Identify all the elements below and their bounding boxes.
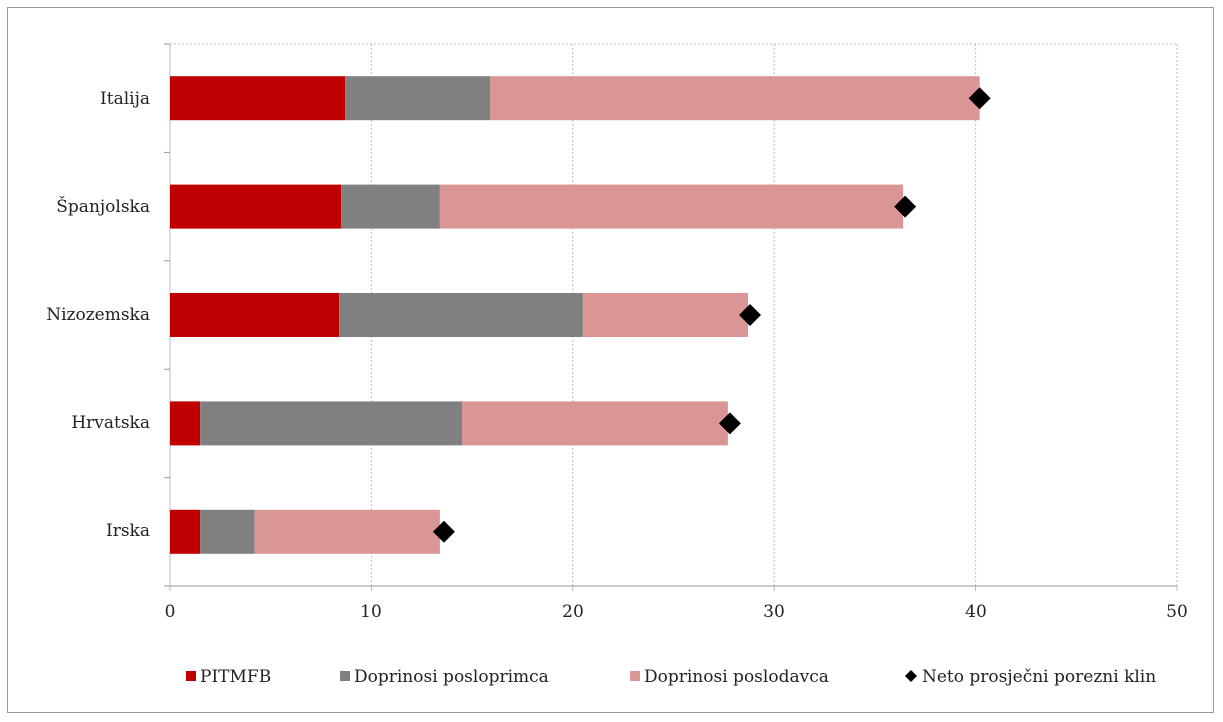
markers (432, 87, 991, 543)
diamond-marker (968, 87, 991, 110)
y-axis: Italija Španjolska Nizozemska Hrvatska I… (46, 89, 150, 541)
diamond-marker (718, 412, 741, 435)
legend-swatch-doprinosi-posloprimca (340, 671, 350, 681)
bar-segment (200, 401, 463, 446)
x-tick-label: 40 (965, 602, 987, 622)
x-tick-label: 30 (763, 602, 785, 622)
bar-segment (582, 293, 749, 337)
bar-segment (439, 184, 904, 229)
bars (170, 76, 980, 554)
bar-segment (170, 184, 342, 229)
bar-segment (462, 401, 728, 446)
x-tick-label: 50 (1166, 602, 1188, 622)
legend-label: Doprinosi poslodavca (644, 667, 829, 687)
legend-label: Doprinosi posloprimca (354, 667, 549, 687)
bar-segment (200, 509, 255, 554)
category-label: Španjolska (56, 196, 150, 217)
category-label: Nizozemska (46, 305, 150, 325)
legend-label: PITMFB (200, 667, 271, 687)
bar-segment (170, 293, 340, 337)
legend: PITMFB Doprinosi posloprimca Doprinosi p… (186, 667, 1156, 687)
category-label: Italija (100, 89, 150, 109)
bar-segment (170, 509, 201, 554)
x-tick-label: 0 (165, 602, 176, 622)
bar-segment (170, 76, 346, 121)
x-tick-label: 10 (360, 602, 382, 622)
bar-segment (339, 293, 583, 337)
legend-diamond-icon (905, 670, 917, 682)
diamond-marker (432, 520, 455, 543)
chart-frame (7, 7, 1214, 713)
bar-segment (170, 401, 201, 446)
legend-swatch-doprinosi-poslodavca (630, 671, 640, 681)
diamond-marker (739, 304, 762, 326)
bar-segment (345, 76, 491, 121)
bar-segment (254, 509, 440, 554)
legend-swatch-pitmfb (186, 671, 196, 681)
category-label: Hrvatska (71, 413, 150, 433)
x-tick-label: 20 (562, 602, 584, 622)
legend-label: Neto prosječni porezni klin (922, 667, 1156, 687)
bar-segment (341, 184, 440, 229)
category-label: Irska (106, 521, 150, 541)
diamond-marker (894, 195, 917, 218)
x-axis: 0 10 20 30 40 50 (165, 602, 1188, 622)
bar-segment (490, 76, 980, 121)
